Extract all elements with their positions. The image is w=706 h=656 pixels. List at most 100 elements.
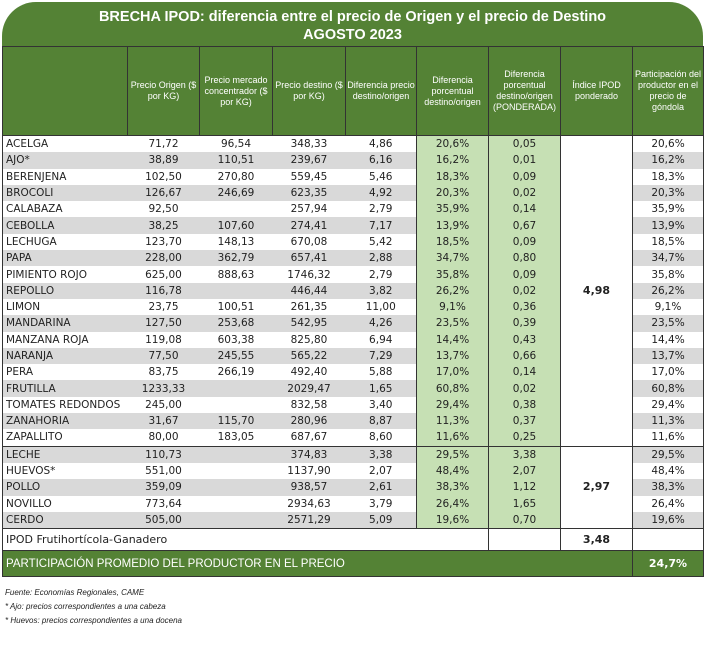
diferencia: 4,26 (345, 315, 417, 332)
header-diferencia-porcentual: Diferencia porcentual destino/origen (416, 46, 489, 136)
diferencia: 3,40 (369, 398, 393, 411)
precio-origen: 228,00 (127, 250, 200, 267)
precio-destino: 832,58 (290, 398, 328, 411)
table-row: ZAPALLITO 80,00 183,05 687,67 8,60 11,6% 0,25 1… (2, 429, 704, 447)
diferencia: 5,46 (369, 170, 393, 183)
diferencia: 5,09 (345, 511, 417, 529)
diferencia-ponderada: 0,09 (488, 168, 561, 185)
precio-origen: 359,09 (127, 479, 200, 496)
title-line-2: AGOSTO 2023 (303, 27, 402, 43)
product-name: LECHE (2, 445, 128, 463)
precio-origen: 110,73 (127, 445, 200, 463)
product-name: ZANAHORIA (2, 413, 128, 430)
diferencia-ponderada: 0,43 (488, 331, 561, 348)
precio-destino: 1746,32 (287, 268, 331, 281)
participacion: 29,4% (632, 396, 704, 414)
diferencia-ponderada: 0,02 (488, 282, 561, 299)
diferencia-ponderada: 3,38 (488, 445, 561, 463)
precio-destino: 2571,29 (272, 511, 346, 529)
precio-mercado: 603,38 (217, 333, 255, 346)
product-name: MANDARINA (2, 315, 128, 332)
precio-mercado (200, 496, 273, 512)
precio-destino: 374,83 (272, 445, 346, 463)
diferencia-porcentual: 11,6% (416, 429, 489, 447)
precio-mercado: 96,54 (199, 135, 273, 153)
diferencia-porcentual: 35,9% (416, 201, 489, 218)
diferencia-ponderada: 0,70 (488, 511, 561, 529)
precio-origen: 123,70 (145, 235, 182, 248)
precio-mercado: 148,13 (217, 235, 255, 248)
diferencia-ponderada: 0,09 (488, 266, 561, 283)
precio-mercado: 115,70 (199, 413, 273, 430)
product-name: POLLO (2, 479, 128, 496)
diferencia: 4,92 (345, 184, 417, 202)
precio-mercado: 253,68 (199, 315, 273, 332)
participacion: 20,3% (632, 184, 704, 202)
table-row: MANDARINA 127,50 253,68 542,95 4,26 23,5% 0,39… (2, 315, 704, 332)
participacion: 26,4% (632, 495, 704, 512)
precio-mercado: 245,55 (199, 347, 273, 365)
diferencia-ponderada: 0,05 (488, 135, 561, 153)
precio-destino: 261,35 (290, 301, 328, 314)
precio-destino: 542,95 (272, 315, 346, 332)
precio-destino: 825,80 (290, 333, 328, 346)
precio-mercado (200, 201, 273, 217)
precio-origen: 71,72 (127, 135, 200, 153)
participacion: 16,2% (632, 152, 704, 169)
header-precio-origen: Precio Origen ($ por KG) (127, 46, 200, 136)
precio-mercado: 270,80 (217, 170, 255, 183)
precio-origen: 126,67 (127, 184, 200, 202)
participacion: 17,0% (632, 364, 704, 381)
diferencia-porcentual: 18,5% (416, 233, 489, 251)
diferencia-ponderada: 0,66 (488, 347, 561, 365)
precio-destino: 938,57 (272, 479, 346, 496)
table-title: BRECHA IPOD: diferencia entre el precio … (2, 2, 703, 46)
table-row: HUEVOS* 551,00 1137,90 2,07 48,4% 2,07 48,4% (2, 462, 704, 480)
precio-origen: 92,50 (148, 203, 179, 216)
diferencia-ponderada: 0,02 (488, 184, 561, 202)
diferencia-ponderada: 0,25 (488, 429, 561, 447)
diferencia-ponderada: 0,36 (488, 298, 561, 316)
diferencia: 6,94 (369, 333, 393, 346)
diferencia-porcentual: 9,1% (416, 298, 489, 316)
precio-mercado: 888,63 (217, 268, 255, 281)
precio-mercado (199, 445, 273, 463)
diferencia-porcentual: 20,6% (416, 135, 489, 153)
table-row: AJO* 38,89 110,51 239,67 6,16 16,2% 0,01 16,2% (2, 152, 704, 169)
precio-origen: 1233,33 (127, 380, 200, 397)
diferencia-ponderada: 2,07 (488, 462, 561, 480)
participacion: 35,8% (632, 266, 704, 283)
precio-destino: 280,96 (272, 413, 346, 430)
participacion: 35,9% (632, 201, 704, 218)
table-row: NOVILLO 773,64 2934,63 3,79 26,4% 1,65 26,4% (2, 495, 704, 512)
participacion: 13,7% (632, 347, 704, 365)
table-row: FRUTILLA 1233,33 2029,47 1,65 60,8% 0,02 60,8% (2, 380, 704, 397)
participacion: 11,6% (632, 429, 704, 447)
header-participacion: Participación del productor en el precio… (632, 46, 704, 136)
precio-destino: 2934,63 (287, 497, 331, 510)
diferencia-porcentual: 35,8% (416, 266, 489, 283)
participacion: 48,4% (632, 462, 704, 480)
precio-mercado (200, 463, 273, 479)
table-row: NARANJA 77,50 245,55 565,22 7,29 13,7% 0,66 13,… (2, 347, 704, 365)
precio-mercado: 110,51 (199, 152, 273, 169)
diferencia: 8,87 (345, 413, 417, 430)
participacion: 14,4% (632, 331, 704, 348)
product-name: REPOLLO (2, 282, 128, 299)
precio-origen: 31,67 (127, 413, 200, 430)
participacion: 20,6% (632, 135, 704, 153)
diferencia-ponderada: 0,01 (488, 152, 561, 169)
product-name: FRUTILLA (2, 380, 128, 397)
header-diferencia: Diferencia precio destino/origen (345, 46, 417, 136)
table-row: LECHE 110,73 374,83 3,38 29,5% 3,38 2,97 29,5% (2, 445, 704, 530)
footnote-huevos: * Huevos: precios correspondientes a una… (5, 616, 182, 625)
title-line-1: BRECHA IPOD: diferencia entre el precio … (98, 9, 607, 25)
ipod-total-value: 3,48 (560, 528, 633, 552)
precio-origen: 102,50 (145, 170, 182, 183)
header-precio-mercado: Precio mercado concentrador ($ por KG) (199, 46, 273, 136)
diferencia-porcentual: 60,8% (416, 380, 489, 397)
header-row: Precio Origen ($ por KG) Precio mercado … (2, 46, 704, 136)
product-name: CEBOLLA (2, 217, 128, 234)
table-row: MANZANA ROJA 119,08 603,38 825,80 6,94 14,4% 0… (2, 331, 704, 348)
header-indice-ipod: Índice IPOD ponderado (560, 46, 633, 136)
